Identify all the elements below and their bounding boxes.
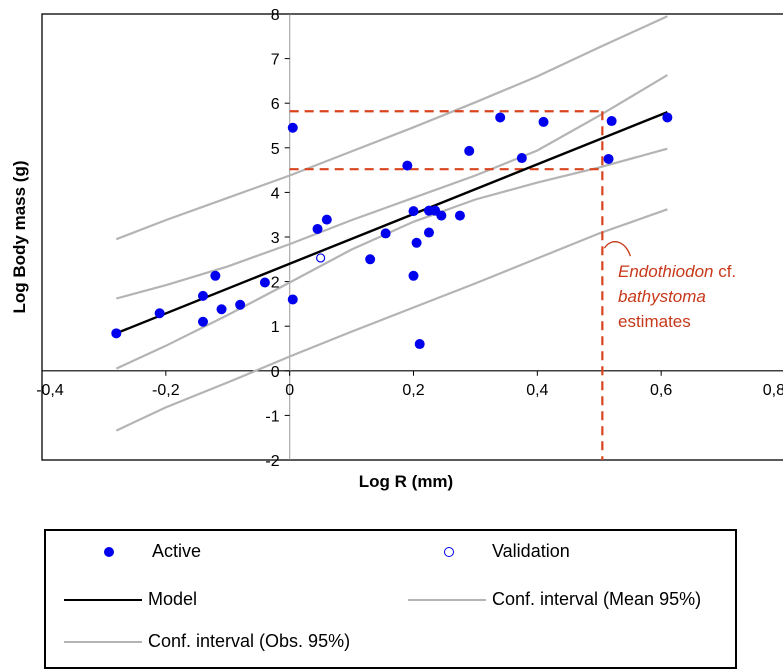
active-point xyxy=(197,290,208,301)
confidence-interval-line xyxy=(115,15,668,241)
legend-label-ci-mean: Conf. interval (Mean 95%) xyxy=(492,589,702,609)
black-line-icon xyxy=(64,598,142,601)
legend-label-model: Model xyxy=(148,589,198,609)
legend-symbol-ci-mean xyxy=(408,590,486,610)
y-axis-title: Log Body mass (g) xyxy=(10,160,29,313)
legend-label-active: Active xyxy=(152,541,202,561)
active-point xyxy=(259,277,270,288)
active-point xyxy=(287,122,298,133)
annotation-line-1: Endothiodon cf. xyxy=(618,262,736,281)
y-tick-label: 4 xyxy=(271,185,280,202)
y-tick-label: 7 xyxy=(271,52,280,69)
legend-item-model: Model xyxy=(64,589,197,610)
x-tick-label: 0,6 xyxy=(650,382,672,399)
gray-line-icon xyxy=(64,640,142,643)
annotation-line-3: estimates xyxy=(618,312,691,331)
active-point xyxy=(235,299,246,310)
legend-item-ci-mean: Conf. interval (Mean 95%) xyxy=(408,589,701,610)
active-point xyxy=(464,145,475,156)
active-point xyxy=(154,308,165,319)
active-point xyxy=(454,210,465,221)
annotation: Endothiodon cf. bathystoma estimates xyxy=(603,241,736,331)
x-tick-label: 0,4 xyxy=(526,382,548,399)
tick-labels: -0,4 -0,2 0 0,2 0,4 0,6 0,8 -2 -1 0 1 2 3 4 5 6 7 8 xyxy=(36,7,783,470)
active-point xyxy=(321,214,332,225)
validation-point xyxy=(316,253,326,263)
active-point xyxy=(603,153,614,164)
x-axis-title: Log R (mm) xyxy=(359,472,453,491)
active-point xyxy=(414,339,425,350)
active-point xyxy=(402,160,413,171)
annotation-species-genus: Endothiodon xyxy=(618,262,713,281)
confidence-interval-line xyxy=(116,74,668,300)
legend-symbol-model xyxy=(64,590,142,610)
active-point xyxy=(287,294,298,305)
active-point xyxy=(408,270,419,281)
x-tick-label: -0,4 xyxy=(36,382,64,399)
legend-item-validation: Validation xyxy=(408,541,570,562)
y-tick-label: 8 xyxy=(271,7,280,24)
chart-legend: Active Validation Model Conf. interval (… xyxy=(44,529,737,669)
legend-item-ci-obs: Conf. interval (Obs. 95%) xyxy=(64,631,350,652)
legend-symbol-ci-obs xyxy=(64,632,142,652)
active-point xyxy=(411,237,422,248)
annotation-cf: cf. xyxy=(713,262,736,281)
legend-item-active: Active xyxy=(68,541,201,562)
x-tick-label: 0,8 xyxy=(763,382,783,399)
data-points xyxy=(111,112,673,350)
active-point xyxy=(516,153,527,164)
active-point xyxy=(197,316,208,327)
annotation-line-2: bathystoma xyxy=(618,287,706,306)
gray-line-icon xyxy=(408,598,486,601)
y-tick-label: -2 xyxy=(265,453,279,470)
active-point xyxy=(380,228,391,239)
active-point xyxy=(423,227,434,238)
x-tick-label: -0,2 xyxy=(152,382,180,399)
plot-area-frame xyxy=(41,13,783,461)
estimate-box xyxy=(289,110,604,460)
scatter-chart: -0,4 -0,2 0 0,2 0,4 0,6 0,8 -2 -1 0 1 2 3 4 5 6 7 8 Log R… xyxy=(10,7,783,491)
legend-symbol-active xyxy=(68,542,146,562)
filled-circle-icon xyxy=(104,546,114,557)
y-tick-label: 1 xyxy=(271,319,280,336)
y-tick-label: 2 xyxy=(271,275,280,292)
active-point xyxy=(495,112,506,123)
y-tick-label: 6 xyxy=(271,96,280,113)
active-point xyxy=(606,116,617,127)
legend-symbol-validation xyxy=(408,542,486,562)
legend-label-validation: Validation xyxy=(492,541,570,561)
axes xyxy=(41,13,783,461)
active-point xyxy=(111,328,122,339)
confidence-interval-line xyxy=(115,208,668,432)
x-tick-label: 0,2 xyxy=(402,382,424,399)
annotation-leader-curve xyxy=(603,241,631,257)
model-line xyxy=(115,110,668,335)
y-tick-label: 0 xyxy=(271,364,280,381)
active-point xyxy=(662,112,673,123)
active-point xyxy=(436,210,447,221)
active-point xyxy=(408,206,419,217)
x-tick-label: 0 xyxy=(285,382,294,399)
y-tick-label: 3 xyxy=(271,230,280,247)
confidence-interval-line xyxy=(115,147,668,370)
active-point xyxy=(216,304,227,315)
active-point xyxy=(538,116,549,127)
active-point xyxy=(210,270,221,281)
y-tick-label: 5 xyxy=(271,141,280,158)
legend-label-ci-obs: Conf. interval (Obs. 95%) xyxy=(148,631,351,651)
y-tick-label: -1 xyxy=(265,408,279,425)
active-point xyxy=(365,254,376,265)
open-circle-icon xyxy=(444,546,454,557)
active-point xyxy=(312,223,323,234)
